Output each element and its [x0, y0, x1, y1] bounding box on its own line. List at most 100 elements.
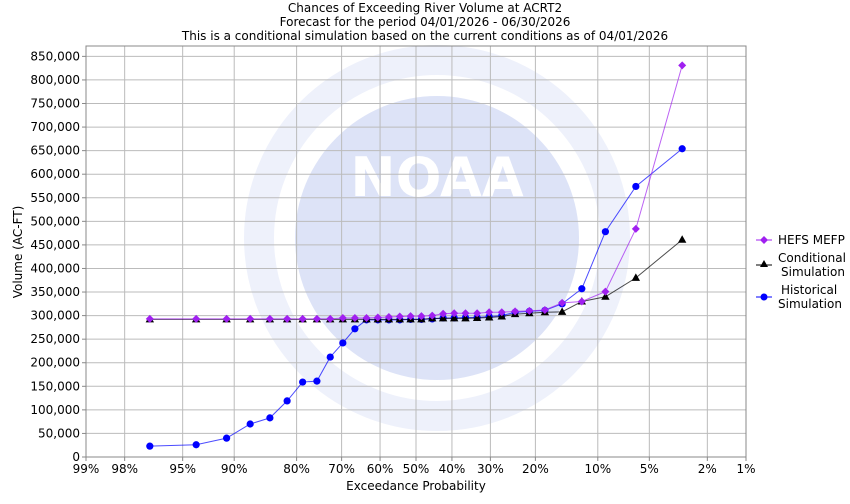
x-tick-label: 70%	[328, 462, 355, 476]
hefs-mefp-point	[384, 313, 393, 322]
y-axis-ticks: 0 50,000 100,000 150,000 200,000 250,000 300,0…	[30, 49, 86, 464]
hefs-mefp-point	[350, 313, 359, 322]
title-line-1: Chances of Exceeding River Volume at ACR…	[288, 1, 562, 15]
hefs-mefp-point	[222, 314, 231, 323]
x-axis-label: Exceedance Probability	[346, 479, 486, 493]
y-tick-label: 700,000	[30, 120, 80, 134]
chart-title: Chances of Exceeding River Volume at ACR…	[181, 1, 668, 43]
hefs-mefp-point	[395, 312, 404, 321]
conditional-simulation-point	[677, 235, 687, 243]
title-line-2: Forecast for the period 04/01/2026 - 06/…	[280, 15, 571, 29]
hefs-mefp-point	[678, 61, 687, 70]
y-tick-label: 750,000	[30, 97, 80, 111]
y-axis-label: Volume (AC-FT)	[11, 206, 25, 299]
x-tick-label: 1%	[736, 462, 755, 476]
hefs-mefp-point	[246, 314, 255, 323]
legend-conditional-1: Conditional	[778, 251, 846, 265]
y-tick-label: 100,000	[30, 403, 80, 417]
legend-circle-icon	[760, 293, 768, 301]
y-tick-label: 0	[72, 450, 80, 464]
historical-simulation-point	[632, 182, 640, 191]
legend-historical-2: Simulation	[778, 297, 842, 311]
x-tick-label: 99%	[73, 462, 100, 476]
x-tick-label: 10%	[584, 462, 611, 476]
x-tick-label: 40%	[439, 462, 466, 476]
historical-simulation-point	[313, 377, 321, 385]
y-tick-label: 50,000	[38, 426, 80, 440]
y-tick-label: 850,000	[30, 49, 80, 63]
y-tick-label: 500,000	[30, 214, 80, 228]
hefs-mefp-point	[406, 312, 415, 321]
hefs-mefp-point	[601, 287, 610, 296]
x-tick-label: 20%	[522, 462, 549, 476]
hefs-mefp-point	[428, 311, 437, 320]
hefs-mefp-point	[631, 224, 640, 233]
hefs-mefp-point	[511, 307, 520, 316]
historical-simulation-point	[326, 353, 334, 361]
x-tick-label: 2%	[698, 462, 717, 476]
hefs-mefp-point	[338, 313, 347, 322]
hefs-mefp-point	[450, 309, 459, 318]
hefs-mefp-point	[192, 314, 201, 323]
x-tick-label: 95%	[169, 462, 196, 476]
hefs-mefp-point	[326, 314, 335, 323]
hefs-mefp-point	[497, 308, 506, 317]
hefs-mefp-point	[485, 308, 494, 317]
series-layer	[145, 61, 687, 450]
hefs-mefp-point	[417, 312, 426, 321]
y-tick-label: 600,000	[30, 167, 80, 181]
conditional-simulation-point	[601, 292, 610, 300]
hefs-mefp-point	[439, 309, 448, 318]
historical-simulation-point	[299, 378, 307, 386]
y-tick-label: 300,000	[30, 309, 80, 323]
y-tick-label: 650,000	[30, 144, 80, 158]
noaa-watermark: NOAA	[244, 45, 630, 431]
x-tick-label: 5%	[640, 462, 659, 476]
historical-simulation-point	[339, 339, 347, 347]
y-tick-label: 450,000	[30, 238, 80, 252]
x-tick-label: 90%	[221, 462, 248, 476]
conditional-simulation-point	[557, 307, 567, 315]
conditional-simulation-point	[631, 273, 641, 281]
hefs-mefp-point	[283, 314, 292, 323]
x-tick-label: 80%	[283, 462, 310, 476]
historical-simulation-point	[678, 145, 686, 153]
x-tick-label: 30%	[477, 462, 504, 476]
legend: HEFS MEFP Conditional Simulation Histori…	[756, 233, 846, 311]
historical-simulation-point	[601, 228, 610, 236]
conditional-simulation-point	[461, 313, 470, 322]
conditional-simulation-point	[449, 313, 459, 322]
historical-simulation-point	[283, 397, 291, 405]
historical-simulation-point	[578, 285, 586, 293]
svg-text:NOAA: NOAA	[350, 146, 523, 209]
y-tick-label: 250,000	[30, 332, 80, 346]
x-axis-ticks: 99% 98% 95% 90% 80% 70% 60% 50% 40% 30% 20% 10% 5% 2%…	[73, 457, 756, 476]
hefs-mefp-point	[298, 314, 307, 323]
hefs-mefp-point	[373, 313, 382, 322]
y-tick-label: 800,000	[30, 73, 80, 87]
hefs-mefp-point	[577, 297, 586, 306]
y-tick-label: 150,000	[30, 379, 80, 393]
legend-triangle-icon	[760, 260, 768, 267]
historical-simulation-point	[266, 414, 274, 422]
y-tick-label: 200,000	[30, 356, 80, 370]
legend-diamond-icon	[760, 236, 768, 244]
hefs-mefp-point	[540, 305, 549, 314]
y-tick-label: 550,000	[30, 191, 80, 205]
historical-simulation-point	[351, 325, 359, 333]
x-tick-label: 50%	[403, 462, 430, 476]
conditional-simulation-point	[484, 312, 494, 321]
grid-lines	[85, 46, 747, 458]
hefs-mefp-point	[558, 298, 567, 307]
legend-conditional-2: Simulation	[781, 265, 845, 279]
hefs-mefp-point	[362, 313, 371, 322]
legend-historical-1: Historical	[781, 283, 837, 297]
x-tick-label: 98%	[111, 462, 138, 476]
historical-simulation-point	[246, 420, 254, 428]
historical-simulation-point	[192, 441, 200, 449]
x-tick-label: 60%	[367, 462, 394, 476]
hefs-mefp-point	[265, 314, 274, 323]
hefs-mefp-point	[525, 306, 534, 315]
y-tick-label: 400,000	[30, 261, 80, 275]
